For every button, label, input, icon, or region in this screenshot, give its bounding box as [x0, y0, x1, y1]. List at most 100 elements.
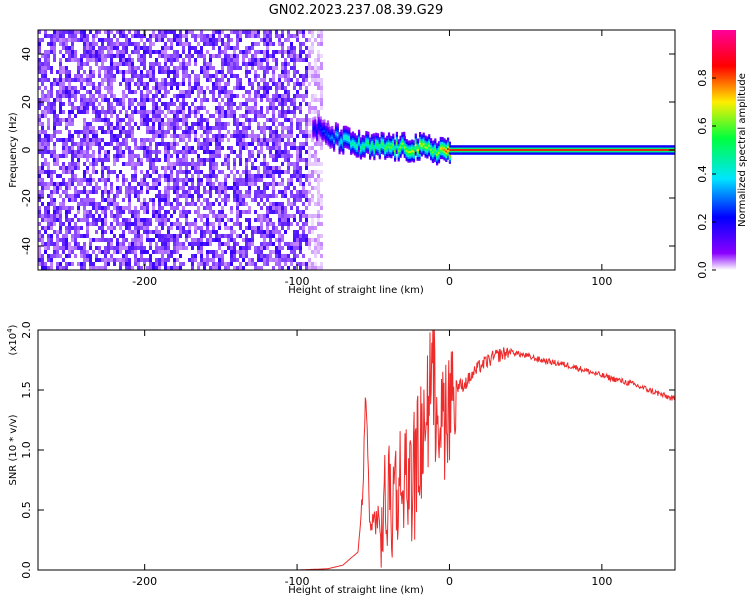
signal-cell: [445, 147, 448, 151]
spectrogram-cell: [134, 122, 137, 126]
spectrogram-cell: [203, 190, 206, 194]
spectrogram-cell: [161, 46, 164, 50]
spectrogram-cell: [113, 170, 116, 174]
spectrogram-cell: [101, 194, 104, 198]
spectrogram-cell: [59, 62, 62, 66]
signal-cell: [439, 144, 442, 148]
spectrogram-cell: [125, 190, 128, 194]
spectrogram-cell: [161, 118, 164, 122]
spectrogram-cell: [272, 230, 275, 234]
spectrogram-cell: [167, 74, 170, 78]
spectrogram-cell: [140, 258, 143, 262]
signal-cell: [439, 156, 442, 160]
signal-cell: [370, 138, 373, 141]
spectrogram-cell: [173, 238, 176, 242]
spectrogram-cell: [80, 106, 83, 110]
spectrogram-cell: [299, 110, 302, 114]
spectrogram-cell: [77, 166, 80, 170]
spectrogram-cell: [131, 90, 134, 94]
spectrogram-cell: [281, 234, 284, 238]
spectrogram-cell: [212, 150, 215, 154]
spectrogram-cell: [170, 102, 173, 106]
spectrogram-cell: [164, 234, 167, 238]
spectrogram-cell: [200, 146, 203, 150]
spectrogram-cell: [278, 82, 281, 86]
spectrogram-cell: [50, 170, 53, 174]
signal-cell: [336, 133, 339, 136]
spectrogram-cell: [80, 202, 83, 206]
spectrogram-cell: [308, 266, 311, 270]
spectrogram-cell: [251, 42, 254, 46]
spectrogram-cell: [224, 174, 227, 178]
spectrogram-cell: [98, 266, 101, 270]
spectrogram-cell: [269, 38, 272, 42]
spectrogram-cell: [140, 190, 143, 194]
spectrogram-cell: [296, 234, 299, 238]
spectrogram-cell: [206, 42, 209, 46]
spectrogram-cell: [71, 250, 74, 254]
spectrogram-cell: [269, 230, 272, 234]
signal-cell: [334, 141, 338, 145]
spectrogram-cell: [80, 262, 83, 266]
signal-cell: [367, 145, 370, 149]
spectrogram-cell: [305, 206, 308, 210]
spectrogram-cell: [245, 162, 248, 166]
spectrogram-cell: [68, 74, 71, 78]
signal-cell: [361, 142, 364, 146]
signal-cell: [380, 149, 383, 152]
spectrogram-cell: [134, 258, 137, 262]
spectrogram-cell: [176, 134, 179, 138]
spectrogram-cell: [209, 38, 212, 42]
spectrogram-cell: [125, 62, 128, 66]
spectrogram-cell: [209, 158, 212, 162]
spectrogram-cell: [44, 242, 47, 246]
spectrogram-cell: [170, 98, 173, 102]
signal-cell: [361, 140, 364, 144]
signal-cell: [342, 137, 345, 141]
spectrogram-cell: [179, 106, 182, 110]
spectrogram-cell: [200, 202, 203, 206]
signal-cell: [394, 156, 397, 160]
spectrogram-cell: [275, 258, 278, 262]
spectrogram-cell: [269, 146, 272, 150]
spectrogram-cell: [44, 150, 47, 154]
signal-cell: [395, 147, 398, 151]
spectrogram-cell: [245, 46, 248, 50]
spectrogram-cell: [41, 70, 44, 74]
spectrogram-cell: [137, 30, 140, 34]
spectrogram-cell: [275, 130, 278, 134]
spectrogram-cell: [224, 54, 227, 58]
spectrogram-cell: [260, 250, 263, 254]
spectrogram-cell: [125, 50, 128, 54]
spectrogram-cell: [86, 222, 89, 226]
spectrogram-cell: [86, 134, 89, 138]
spectrogram-cell: [194, 170, 197, 174]
spectrogram-cell: [167, 258, 170, 262]
signal-cell: [370, 139, 373, 143]
signal-cell: [422, 134, 425, 138]
spectrogram-cell: [299, 234, 302, 238]
spectrogram-cell: [218, 70, 221, 74]
signal-cell: [414, 135, 417, 139]
spectrogram-cell: [47, 54, 50, 58]
spectrogram-cell: [191, 182, 194, 186]
spectrogram-cell: [308, 214, 311, 218]
spectrogram-cell: [92, 222, 95, 226]
spectrogram-cell: [218, 234, 221, 238]
spectrogram-cell: [47, 202, 50, 206]
spectrogram-cell: [269, 222, 272, 226]
signal-cell: [344, 141, 347, 144]
spectrogram-cell: [206, 98, 209, 102]
spectrogram-cell: [206, 174, 209, 178]
signal-cell: [414, 146, 417, 150]
spectrogram-cell: [212, 250, 215, 254]
spectrogram-cell: [218, 82, 221, 86]
spectrogram-cell: [212, 94, 215, 98]
spectrogram-cell: [143, 210, 146, 214]
spectrogram-cell: [305, 94, 308, 98]
signal-cell: [359, 139, 363, 143]
spectrogram-cell: [206, 178, 209, 182]
spectrogram-cell: [113, 214, 116, 218]
spectrogram-cell: [236, 154, 239, 158]
spectrogram-cell: [143, 118, 146, 122]
